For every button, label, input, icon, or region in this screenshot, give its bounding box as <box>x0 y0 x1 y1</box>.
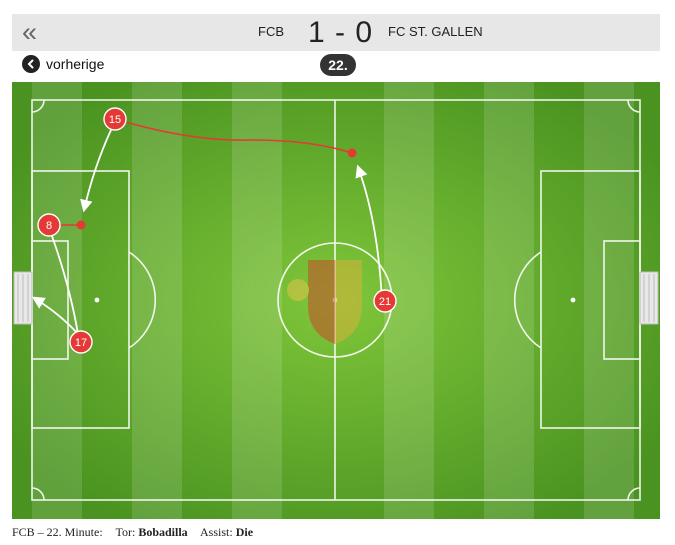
event-navigation: vorherige 22. <box>12 53 660 79</box>
minute-badge: 22. <box>320 54 356 76</box>
player-number: 15 <box>109 114 121 126</box>
football-pitch: 15 8 17 21 <box>12 82 660 519</box>
player-marker[interactable]: 15 <box>103 107 127 131</box>
caption-assist-player: Die <box>235 525 254 539</box>
caption-assist-label: Assist: <box>200 525 233 539</box>
home-team-name: FCB <box>258 24 284 39</box>
match-score: 1 - 0 <box>308 16 374 49</box>
chevron-left-icon <box>22 55 40 73</box>
player-marker[interactable]: 8 <box>37 213 61 237</box>
caption-team-minute: FCB – 22. Minute: <box>12 525 103 539</box>
player-marker[interactable]: 21 <box>373 289 397 313</box>
caption-goal-label: Tor: <box>115 525 136 539</box>
double-chevron-left-icon[interactable]: « <box>22 17 38 47</box>
previous-label: vorherige <box>46 56 105 72</box>
club-crest-watermark <box>287 260 362 344</box>
player-number: 21 <box>379 296 391 308</box>
right-goal <box>639 271 659 325</box>
away-team-name: FC ST. GALLEN <box>388 24 483 39</box>
player-number: 17 <box>75 337 87 349</box>
goal-caption: FCB – 22. Minute: Tor: Bobadilla Assist:… <box>12 525 253 540</box>
player-marker[interactable]: 17 <box>69 330 93 354</box>
left-goal <box>13 271 33 325</box>
player-number: 8 <box>46 220 52 232</box>
caption-goal-player: Bobadilla <box>138 525 188 539</box>
previous-event-button[interactable]: vorherige <box>22 55 104 73</box>
score-header: « FCB 1 - 0 FC ST. GALLEN <box>12 14 660 51</box>
